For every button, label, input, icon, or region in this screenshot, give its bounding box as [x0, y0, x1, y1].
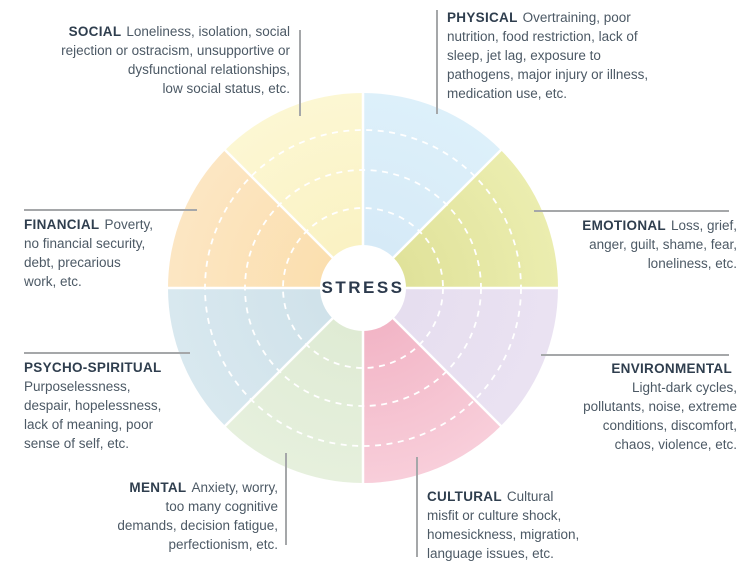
leader-line-mental — [285, 453, 287, 545]
wedge-mental — [225, 288, 363, 483]
leader-line-cultural — [416, 457, 418, 557]
center-label: STRESS — [321, 278, 405, 297]
category-cultural: CULTURAL Cultural misfit or culture shock… — [427, 487, 672, 563]
category-emotional: EMOTIONAL Loss, grief, anger, guilt, sham… — [502, 216, 737, 273]
category-cultural-label: CULTURAL — [427, 489, 502, 504]
dashed-ring — [244, 169, 482, 407]
wedge-environmental — [363, 288, 558, 426]
leader-line-financial — [24, 209, 197, 211]
leader-line-environmental — [541, 354, 729, 356]
category-financial: FINANCIAL Poverty, no financial security,… — [24, 215, 239, 291]
category-financial-desc: Poverty, no financial security, debt, pr… — [24, 217, 153, 289]
category-mental-desc: Anxiety, worry, too many cognitive deman… — [117, 480, 278, 552]
category-social-label: SOCIAL — [68, 24, 122, 39]
category-psycho-spiritual-desc: Purposelessness, despair, hopelessness, … — [24, 379, 162, 451]
category-psycho-spiritual-label: PSYCHO-SPIRITUAL — [24, 360, 162, 375]
dashed-ring — [282, 207, 444, 369]
dashed-ring — [204, 129, 522, 447]
category-environmental: ENVIRONMENTAL Light-dark cycles, polluta… — [502, 359, 737, 454]
category-emotional-desc: Loss, grief, anger, guilt, shame, fear, … — [589, 218, 737, 271]
stress-wheel-svg — [167, 92, 559, 484]
wedge-cultural — [363, 288, 501, 483]
category-physical-label: PHYSICAL — [447, 10, 518, 25]
category-social: SOCIAL Loneliness, isolation, social reje… — [28, 22, 290, 98]
wedge-social — [225, 93, 363, 288]
wedge-psycho_spiritual — [168, 288, 363, 426]
stress-wheel — [163, 88, 563, 488]
leader-line-emotional — [534, 210, 729, 212]
leader-line-physical — [436, 10, 438, 114]
wedge-emotional — [363, 150, 558, 288]
category-emotional-label: EMOTIONAL — [582, 218, 666, 233]
wedge-physical — [363, 93, 501, 288]
category-financial-label: FINANCIAL — [24, 217, 100, 232]
category-mental: MENTAL Anxiety, worry, too many cognitive… — [28, 478, 278, 554]
leader-line-social — [299, 30, 301, 116]
category-cultural-desc: Cultural misfit or culture shock, homesi… — [427, 489, 580, 561]
center-circle — [320, 245, 406, 331]
leader-line-psycho-spiritual — [24, 352, 190, 354]
category-mental-label: MENTAL — [129, 480, 187, 495]
category-social-desc: Loneliness, isolation, social rejection … — [61, 24, 290, 96]
category-environmental-label: ENVIRONMENTAL — [611, 361, 732, 376]
category-environmental-desc: Light-dark cycles, pollutants, noise, ex… — [583, 380, 737, 452]
wedge-financial — [168, 150, 363, 288]
category-physical-desc: Overtraining, poor nutrition, food restr… — [447, 10, 649, 101]
category-psycho-spiritual: PSYCHO-SPIRITUAL Purposelessness, despai… — [24, 358, 239, 453]
category-physical: PHYSICAL Overtraining, poor nutrition, fo… — [447, 8, 682, 103]
